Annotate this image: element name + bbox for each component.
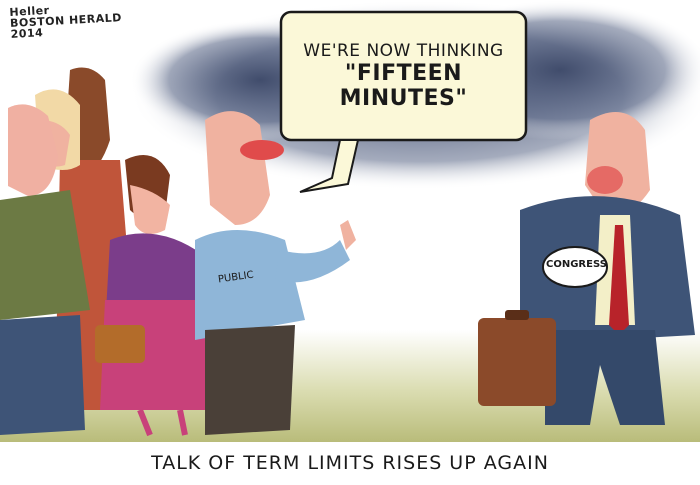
congress-figure	[478, 112, 695, 425]
speech-bubble: WE'RE NOW THINKING "FIFTEEN MINUTES"	[281, 12, 526, 140]
speech-bubble-shape	[279, 10, 528, 193]
bubble-line-1: WE'RE NOW THINKING	[303, 41, 504, 61]
artist-signature: Heller BOSTON HERALD 2014	[9, 1, 122, 41]
bubble-line-3: MINUTES"	[339, 86, 468, 111]
cartoon-caption: TALK OF TERM LIMITS RISES UP AGAIN	[151, 452, 549, 474]
crowd-group	[0, 67, 220, 437]
congress-label: CONGRESS	[546, 259, 607, 270]
public-figure	[195, 111, 356, 435]
bubble-line-2: "FIFTEEN	[344, 61, 463, 86]
